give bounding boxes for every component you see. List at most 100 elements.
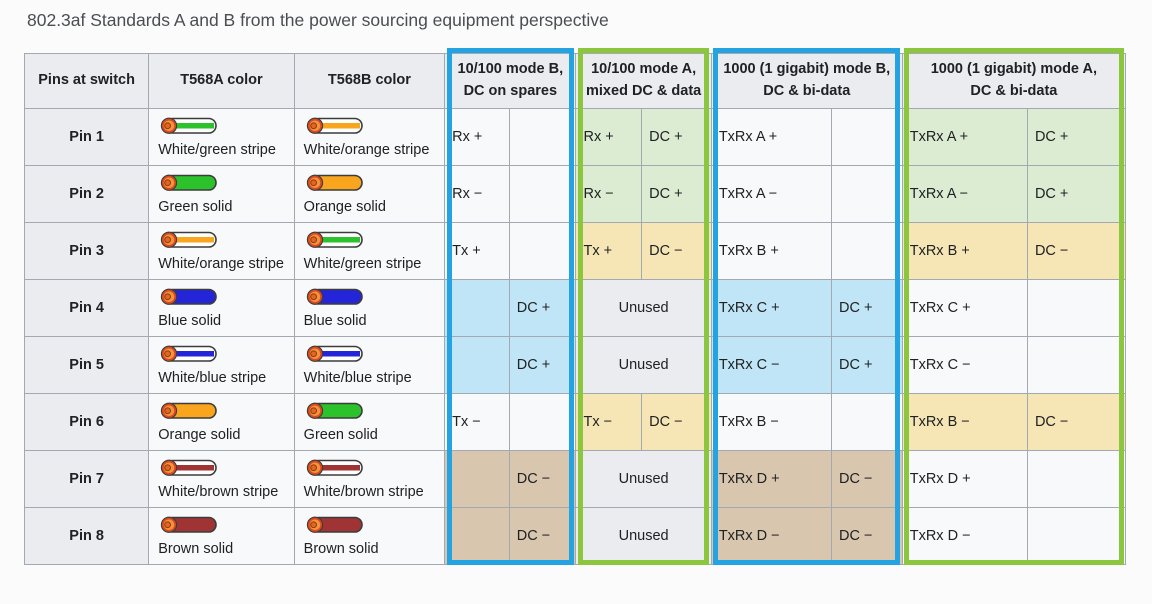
mode-cell: DC − xyxy=(641,221,712,280)
wire-copper-core xyxy=(309,236,317,243)
mode-cell: Tx + xyxy=(444,221,510,280)
unused-cell: Unused xyxy=(575,335,712,394)
wire-stripe xyxy=(169,122,215,129)
mode-cell: DC − xyxy=(831,449,903,508)
mode-cell xyxy=(831,164,903,223)
wire-icon-brown-solid xyxy=(161,516,218,533)
mode-cell: DC + xyxy=(641,164,712,223)
pin-label: Pin 7 xyxy=(23,449,150,508)
wire-icon-blue-stripe xyxy=(161,345,218,362)
table-row: Pin 1 White/green stripe White/orange st… xyxy=(23,107,1127,166)
t568a-wire-cell: White/blue stripe xyxy=(148,335,295,394)
t568a-wire-cell: Orange solid xyxy=(148,392,295,451)
wire-copper-outline xyxy=(306,345,323,362)
wire-stripe xyxy=(314,236,360,243)
wire-copper-core xyxy=(309,350,317,357)
mode-cell: Rx + xyxy=(575,107,643,166)
t568b-wire-cell: White/brown stripe xyxy=(293,449,446,508)
col-header-1000-mode-b: 1000 (1 gigabit) mode B, DC & bi-data xyxy=(710,52,903,109)
mode-cell: Tx − xyxy=(444,392,510,451)
mode-cell: TxRx C − xyxy=(710,335,833,394)
mode-cell xyxy=(831,221,903,280)
mode-cell xyxy=(1026,506,1127,565)
table-row: Pin 8 Brown solid Brown solid DC − Unused T… xyxy=(23,506,1127,565)
t568b-wire-cell: Brown solid xyxy=(293,506,446,565)
mode-cell: TxRx B + xyxy=(710,221,833,280)
mode-cell: DC − xyxy=(1026,392,1127,451)
wire-icon-green-stripe xyxy=(161,117,218,134)
col-header-10-100-mode-b: 10/100 mode B, DC on spares xyxy=(444,52,577,109)
wire-copper-core xyxy=(164,179,172,186)
header-line: DC & bi-data xyxy=(970,82,1058,99)
wire-label: White/green stripe xyxy=(158,141,276,158)
mode-cell: TxRx C + xyxy=(901,278,1028,337)
wire-copper-outline xyxy=(161,117,178,134)
table-row: Pin 4 Blue solid Blue solid DC + Unused TxR… xyxy=(23,278,1127,337)
header-line: DC & bi-data xyxy=(763,82,851,99)
wire-copper-outline xyxy=(161,345,178,362)
wire-icon-green-solid xyxy=(161,174,218,191)
wire-icon-green-solid xyxy=(306,402,363,419)
mode-cell xyxy=(1026,449,1127,508)
wire-label: Blue solid xyxy=(303,312,367,329)
wire-copper-outline xyxy=(161,402,178,419)
wire-copper-outline xyxy=(306,402,323,419)
wire-copper-outline xyxy=(161,231,178,248)
mode-cell: DC + xyxy=(1026,107,1127,166)
mode-cell: Rx − xyxy=(575,164,643,223)
table-row: Pin 3 White/orange stripe White/green st… xyxy=(23,221,1127,280)
wire-icon-green-stripe xyxy=(306,231,363,248)
unused-cell: Unused xyxy=(575,449,712,508)
wire-icon-brown-stripe xyxy=(306,459,363,476)
wire-label: Green solid xyxy=(158,198,233,215)
wire-copper-outline xyxy=(306,174,323,191)
mode-cell: DC − xyxy=(641,392,712,451)
header-line: 1000 (1 gigabit) mode B, xyxy=(723,61,891,77)
mode-cell xyxy=(444,449,510,508)
wire-copper-core xyxy=(164,122,172,129)
wire-icon-blue-solid xyxy=(306,288,363,305)
pin-label: Pin 8 xyxy=(23,506,150,565)
t568b-wire-cell: White/green stripe xyxy=(293,221,446,280)
wire-label: White/orange stripe xyxy=(303,141,430,158)
wire-stripe xyxy=(314,350,360,357)
wire-copper-core xyxy=(164,236,172,243)
mode-cell: TxRx D − xyxy=(901,506,1028,565)
wire-label: White/blue stripe xyxy=(158,369,267,386)
wire-copper-outline xyxy=(161,174,178,191)
mode-cell: DC − xyxy=(1026,221,1127,280)
wire-copper-outline xyxy=(306,516,323,533)
wire-stripe xyxy=(314,464,360,471)
mode-cell xyxy=(1026,278,1127,337)
mode-cell xyxy=(508,107,577,166)
mode-cell: Tx + xyxy=(575,221,643,280)
wire-copper-outline xyxy=(306,117,323,134)
wire-copper-core xyxy=(309,464,317,471)
wire-label: Blue solid xyxy=(158,312,222,329)
wire-copper-outline xyxy=(161,459,178,476)
table-body: Pin 1 White/green stripe White/orange st… xyxy=(23,107,1127,565)
pin-label: Pin 6 xyxy=(23,392,150,451)
wire-stripe xyxy=(169,464,215,471)
wire-label: White/brown stripe xyxy=(158,483,279,500)
mode-cell xyxy=(508,392,577,451)
wire-label: Green solid xyxy=(303,426,378,443)
wire-copper-outline xyxy=(306,288,323,305)
mode-cell: TxRx B + xyxy=(901,221,1028,280)
t568a-wire-cell: White/brown stripe xyxy=(148,449,295,508)
mode-cell: DC + xyxy=(831,335,903,394)
mode-cell: DC + xyxy=(508,278,577,337)
table-row: Pin 2 Green solid Orange solid Rx − Rx − DC… xyxy=(23,164,1127,223)
pin-label: Pin 2 xyxy=(23,164,150,223)
col-header-t568b-color: T568B color xyxy=(293,52,446,109)
col-header-t568a-color: T568A color xyxy=(148,52,295,109)
unused-cell: Unused xyxy=(575,278,712,337)
mode-cell: TxRx D + xyxy=(710,449,833,508)
wire-copper-core xyxy=(309,122,317,129)
t568a-wire-cell: White/orange stripe xyxy=(148,221,295,280)
wire-label: Brown solid xyxy=(158,540,234,557)
wire-copper-core xyxy=(164,464,172,471)
t568b-wire-cell: Orange solid xyxy=(293,164,446,223)
wire-copper-outline xyxy=(306,231,323,248)
header-line: 10/100 mode A, xyxy=(591,61,697,77)
